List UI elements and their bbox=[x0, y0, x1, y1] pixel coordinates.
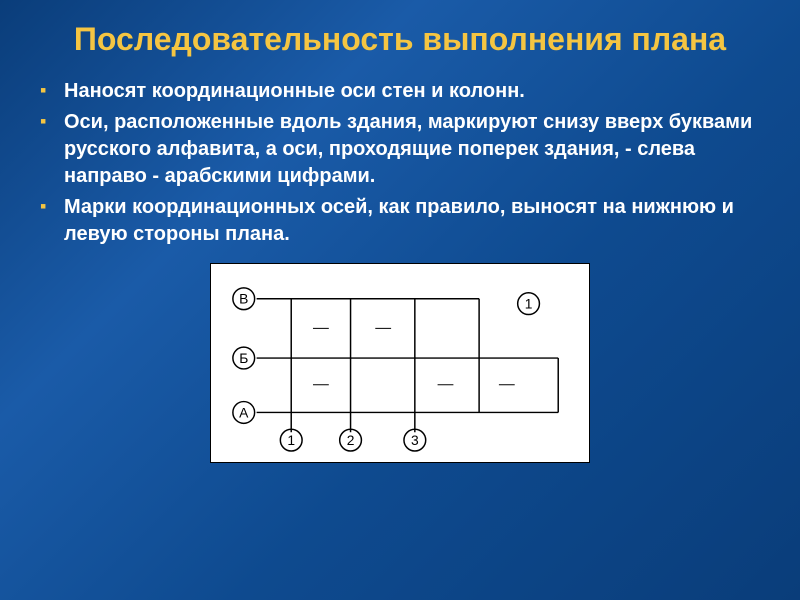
bullet-item: Марки координационных осей, как правило,… bbox=[40, 194, 760, 248]
bullet-item: Наносят координационные оси стен и колон… bbox=[40, 78, 760, 105]
svg-text:1: 1 bbox=[287, 432, 295, 448]
svg-text:Б: Б bbox=[239, 350, 248, 366]
bullet-item: Оси, расположенные вдоль здания, маркиру… bbox=[40, 109, 760, 190]
bullet-list: Наносят координационные оси стен и колон… bbox=[40, 78, 760, 248]
slide-container: Последовательность выполнения плана Нано… bbox=[0, 0, 800, 483]
svg-text:В: В bbox=[239, 291, 248, 307]
svg-text:3: 3 bbox=[411, 432, 419, 448]
slide-title: Последовательность выполнения плана bbox=[40, 20, 760, 58]
diagram-svg: В Б А 1 2 3 1 bbox=[221, 274, 579, 452]
svg-text:А: А bbox=[239, 405, 249, 421]
svg-text:1: 1 bbox=[525, 296, 533, 312]
svg-text:2: 2 bbox=[347, 432, 355, 448]
axis-diagram: В Б А 1 2 3 1 bbox=[210, 263, 590, 463]
